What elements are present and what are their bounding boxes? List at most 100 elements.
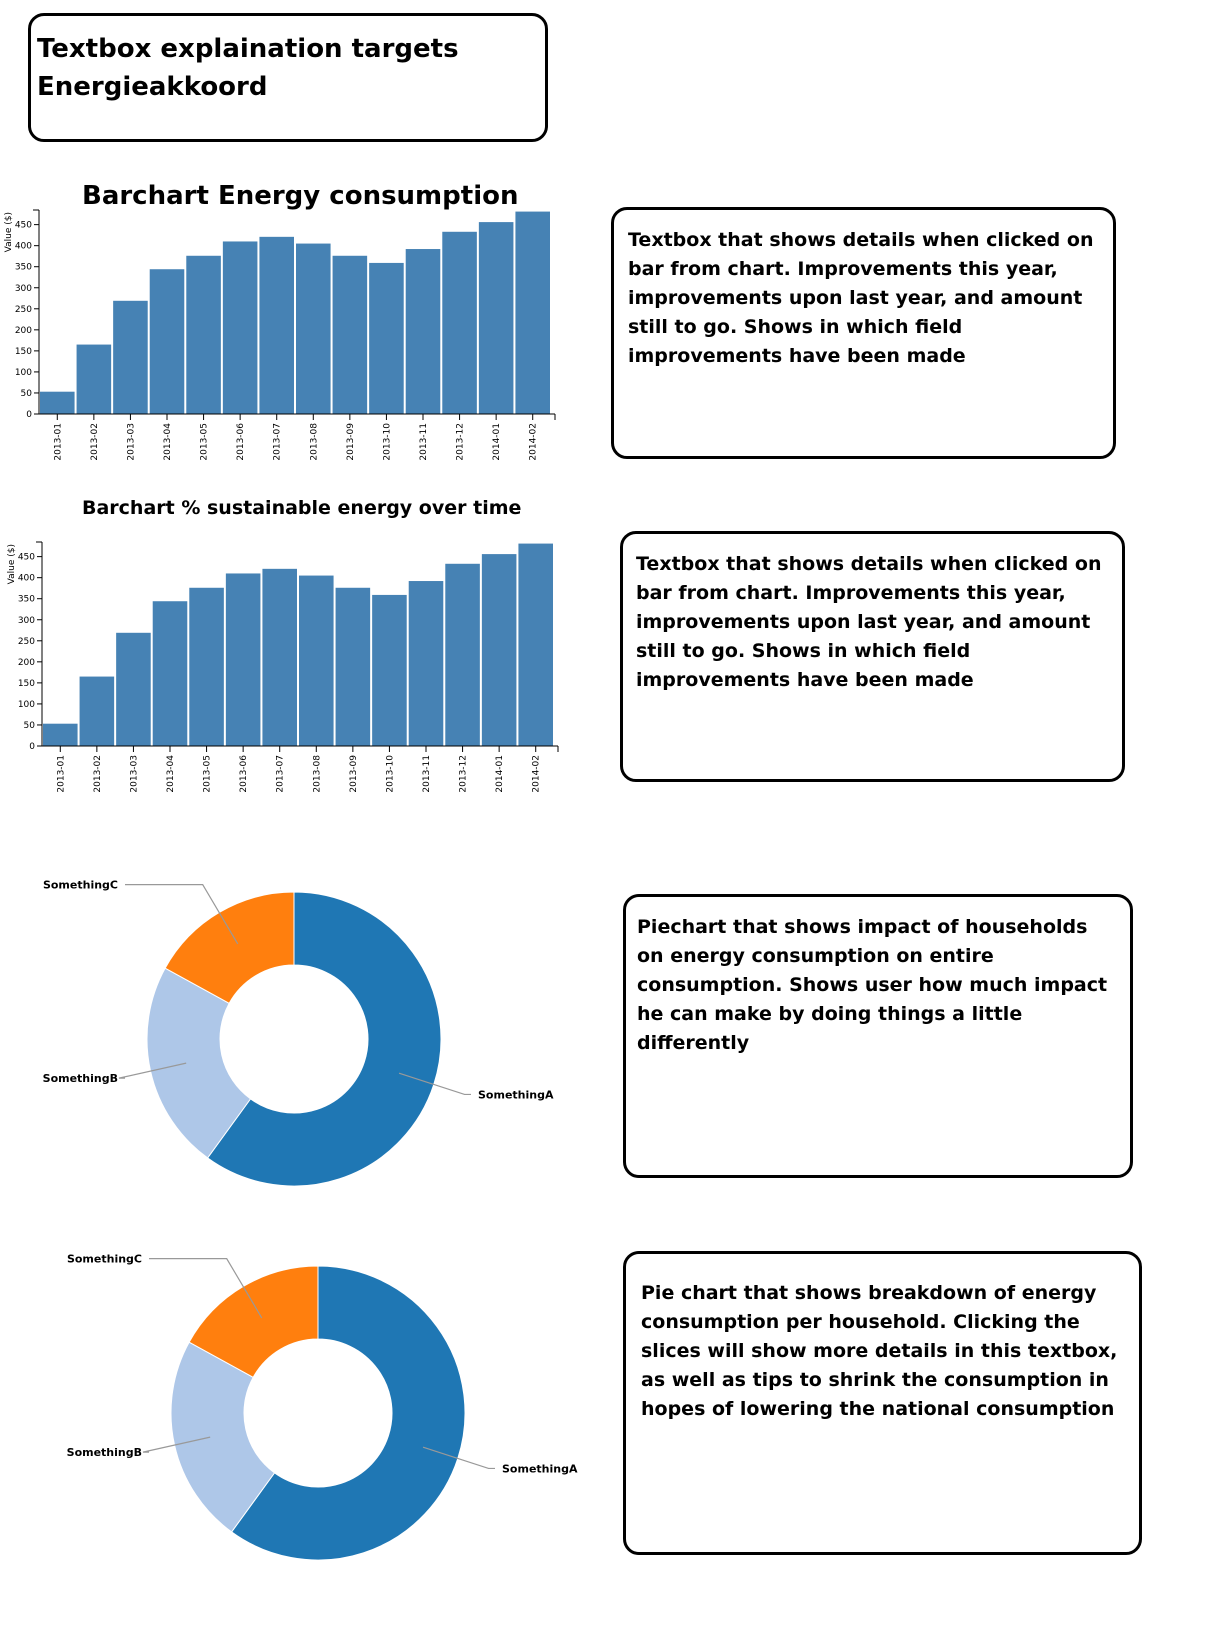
x-tick-label: 2013-06 <box>236 423 246 461</box>
x-tick: 2013-12 <box>459 746 469 793</box>
slice-label-SomethingA: SomethingA <box>502 1462 578 1475</box>
bar-2013-02[interactable] <box>76 344 112 414</box>
y-tick-label: 250 <box>18 637 35 647</box>
bar-2013-04[interactable] <box>152 601 188 746</box>
x-tick-label: 2013-03 <box>129 755 139 793</box>
y-tick: 100 <box>18 700 42 710</box>
x-tick: 2013-05 <box>203 746 213 793</box>
x-tick-label: 2013-08 <box>312 755 322 793</box>
slice-SomethingC[interactable] <box>188 1265 319 1379</box>
bar-2013-04[interactable] <box>149 269 185 414</box>
x-tick: 2013-04 <box>163 414 173 461</box>
bar-2013-10[interactable] <box>369 262 404 414</box>
x-tick: 2013-05 <box>200 414 210 461</box>
x-tick-label: 2013-06 <box>239 755 249 793</box>
x-tick-label: 2013-02 <box>93 755 103 793</box>
y-tick-label: 350 <box>15 263 32 273</box>
x-tick: 2013-02 <box>93 746 103 793</box>
y-tick: 100 <box>15 368 39 378</box>
y-tick-label: 150 <box>18 679 35 689</box>
bar-2013-02[interactable] <box>79 676 115 746</box>
bar-2013-06[interactable] <box>225 573 261 746</box>
y-tick-label: 250 <box>15 305 32 315</box>
x-tick: 2013-12 <box>456 414 466 461</box>
bar-2014-01[interactable] <box>478 222 514 414</box>
bar-2013-12[interactable] <box>445 563 480 746</box>
bar-2013-06[interactable] <box>222 241 258 414</box>
bar-2013-11[interactable] <box>408 581 444 746</box>
bar-2013-09[interactable] <box>335 587 371 746</box>
y-tick: 250 <box>18 637 42 647</box>
y-tick-label: 300 <box>15 284 32 294</box>
x-tick-label: 2013-07 <box>273 423 283 461</box>
x-tick-label: 2013-09 <box>349 755 359 793</box>
x-tick: 2013-01 <box>56 746 66 793</box>
y-axis-label: Value ($) <box>7 544 17 584</box>
x-tick: 2013-08 <box>312 746 322 793</box>
bar-2013-08[interactable] <box>299 575 334 746</box>
slice-SomethingB[interactable] <box>170 1341 276 1533</box>
x-tick-label: 2013-04 <box>163 423 173 461</box>
bar-2013-12[interactable] <box>442 231 477 414</box>
x-tick-label: 2013-10 <box>382 423 392 461</box>
bar-2014-02[interactable] <box>515 211 550 414</box>
slice-SomethingB[interactable] <box>146 967 252 1159</box>
x-tick-label: 2013-02 <box>90 423 100 461</box>
y-tick-label: 0 <box>26 410 32 420</box>
x-tick: 2013-09 <box>346 414 356 461</box>
y-tick-label: 50 <box>24 721 36 731</box>
bar-2013-05[interactable] <box>189 587 224 746</box>
x-tick: 2013-03 <box>126 414 136 461</box>
header-textbox: Textbox explaination targets Energieakko… <box>28 13 548 142</box>
bar-2013-08[interactable] <box>296 243 331 414</box>
x-tick-label: 2013-05 <box>200 423 210 461</box>
bar-2014-01[interactable] <box>481 554 517 746</box>
x-tick-label: 2013-10 <box>385 755 395 793</box>
y-tick-label: 50 <box>21 389 33 399</box>
slice-SomethingA[interactable] <box>206 891 442 1187</box>
y-tick: 0 <box>29 742 42 752</box>
leader-line-SomethingA <box>422 1446 495 1470</box>
slice-label-SomethingB: SomethingB <box>67 1446 142 1459</box>
y-tick: 50 <box>21 389 39 399</box>
x-tick-label: 2013-01 <box>56 755 66 793</box>
x-tick-label: 2013-01 <box>53 423 63 461</box>
bar-2013-11[interactable] <box>405 249 441 414</box>
bar-2013-01[interactable] <box>40 391 75 414</box>
x-tick-label: 2013-09 <box>346 423 356 461</box>
pie-1-details-textbox: Piechart that shows impact of households… <box>623 894 1133 1178</box>
bar-2013-03[interactable] <box>113 300 148 414</box>
x-tick: 2013-04 <box>166 746 176 793</box>
y-tick-label: 200 <box>15 326 32 336</box>
donut-chart-households-impact[interactable]: SomethingA SomethingB SomethingC <box>0 0 600 1200</box>
bar-1-details-textbox: Textbox that shows details when clicked … <box>611 207 1116 459</box>
donut-chart-household-breakdown[interactable]: SomethingA SomethingB SomethingC <box>0 0 600 1625</box>
x-tick: 2013-11 <box>422 746 432 793</box>
leader-line-SomethingB <box>142 1436 211 1453</box>
y-tick: 200 <box>18 658 42 668</box>
y-tick-label: 350 <box>18 595 35 605</box>
slice-SomethingC[interactable] <box>164 891 295 1005</box>
x-tick-label: 2013-08 <box>309 423 319 461</box>
bar-2013-01[interactable] <box>43 723 78 746</box>
y-tick-label: 450 <box>18 553 35 563</box>
bar-2013-05[interactable] <box>186 255 221 414</box>
bar-2013-03[interactable] <box>116 632 151 746</box>
x-tick: 2013-07 <box>276 746 286 793</box>
x-tick: 2013-09 <box>349 746 359 793</box>
bar-2013-10[interactable] <box>372 594 407 746</box>
bar-2014-02[interactable] <box>518 543 553 746</box>
y-tick-label: 200 <box>18 658 35 668</box>
bar-2013-09[interactable] <box>332 255 368 414</box>
x-tick-label: 2013-04 <box>166 755 176 793</box>
y-tick: 400 <box>15 242 39 252</box>
slice-SomethingA[interactable] <box>230 1265 466 1561</box>
bar-2013-07[interactable] <box>259 236 294 414</box>
leader-line-SomethingC <box>149 1258 263 1319</box>
bar-2013-07[interactable] <box>262 568 297 746</box>
y-tick: 150 <box>18 679 42 689</box>
x-tick: 2013-06 <box>239 746 249 793</box>
y-tick-label: 100 <box>15 368 32 378</box>
